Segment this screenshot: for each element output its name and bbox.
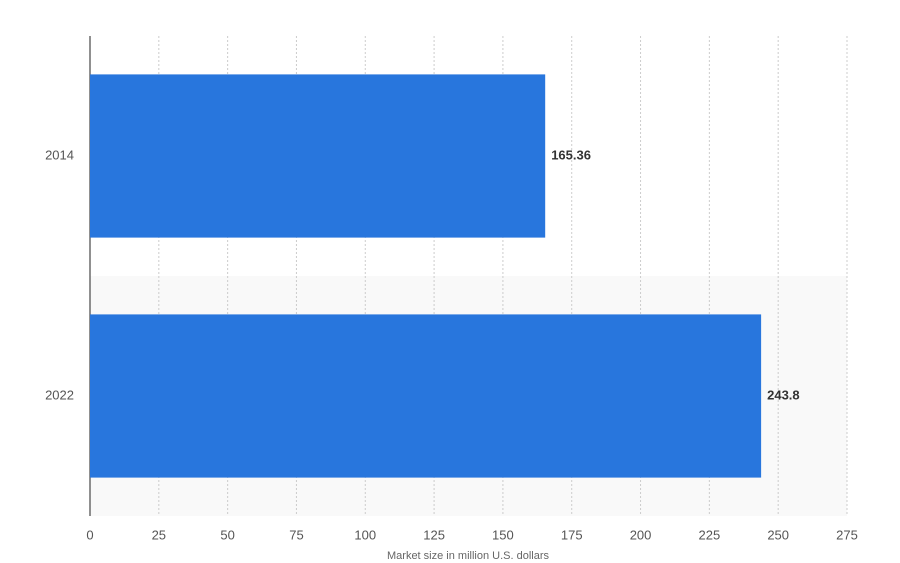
x-axis-label: Market size in million U.S. dollars <box>387 550 549 562</box>
x-tick-label: 0 <box>86 527 93 542</box>
x-tick-label: 100 <box>354 527 376 542</box>
x-tick-label: 150 <box>492 527 514 542</box>
x-tick-label: 275 <box>836 527 858 542</box>
value-label: 243.8 <box>767 387 800 402</box>
x-tick-label: 250 <box>767 527 789 542</box>
x-tick-label: 200 <box>630 527 652 542</box>
y-tick-label: 2014 <box>45 147 74 162</box>
x-tick-label: 50 <box>220 527 234 542</box>
x-tick-label: 75 <box>289 527 303 542</box>
x-tick-label: 125 <box>423 527 445 542</box>
bar <box>90 74 546 238</box>
x-tick-label: 25 <box>152 527 166 542</box>
bar <box>90 314 762 478</box>
x-tick-label: 225 <box>699 527 721 542</box>
x-tick-label: 175 <box>561 527 583 542</box>
value-label: 165.36 <box>551 147 591 162</box>
y-tick-label: 2022 <box>45 387 74 402</box>
